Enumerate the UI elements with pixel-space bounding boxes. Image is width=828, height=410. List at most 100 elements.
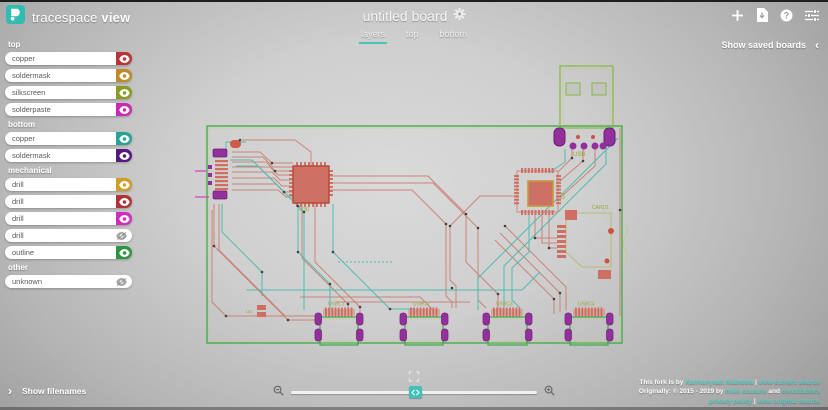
credit-text: Originally: © 2015 - 2019 by bbox=[638, 388, 726, 395]
zoom-controls bbox=[273, 383, 555, 401]
fullscreen-icon[interactable] bbox=[408, 369, 420, 387]
layer-name-pill[interactable]: silkscreen bbox=[5, 86, 116, 99]
usb-c-ports: USBC1 USBC2 bbox=[314, 302, 614, 346]
usb-c-port-4: USBC4 bbox=[564, 302, 614, 346]
tab-bottom[interactable]: bottom bbox=[439, 29, 468, 39]
layer-item-solderpaste: solderpaste bbox=[5, 103, 132, 116]
layer-visibility-eye-icon[interactable] bbox=[116, 132, 132, 145]
svg-text:U30: U30 bbox=[299, 207, 309, 213]
svg-text:USBC1: USBC1 bbox=[328, 302, 345, 308]
credit-link[interactable]: view current source bbox=[758, 378, 820, 386]
zoom-slider-thumb[interactable] bbox=[409, 386, 423, 398]
layer-visibility-eye-icon[interactable] bbox=[116, 212, 132, 225]
credit-text: | bbox=[753, 378, 759, 386]
layer-section-label-mechanical: mechanical bbox=[8, 166, 52, 175]
credit-text: This fork is by bbox=[639, 378, 686, 386]
credit-line: Originally: © 2015 - 2019 by mike cousin… bbox=[639, 387, 820, 397]
layer-visibility-eye-icon[interactable] bbox=[116, 149, 132, 162]
gear-icon[interactable] bbox=[453, 7, 466, 25]
tab-top[interactable]: top bbox=[405, 29, 419, 39]
credit-link[interactable]: privacy policy bbox=[708, 397, 753, 405]
board-title-wrap: untitled board bbox=[363, 7, 466, 25]
credit-link[interactable]: view original source bbox=[757, 397, 821, 405]
new-file-icon[interactable] bbox=[756, 8, 768, 22]
layer-section-label-other: other bbox=[8, 263, 28, 272]
layer-visibility-eye-icon[interactable] bbox=[116, 195, 132, 208]
layer-name-pill[interactable]: drill bbox=[5, 195, 116, 208]
svg-text:USBC4: USBC4 bbox=[578, 302, 595, 308]
layer-item-soldermask: soldermask bbox=[5, 69, 132, 82]
vias bbox=[212, 138, 622, 322]
credit-text: and bbox=[766, 388, 782, 395]
component-u3: U3 bbox=[246, 305, 266, 317]
credit-link[interactable]: contributors bbox=[781, 388, 820, 395]
layer-section-label-bottom: bottom bbox=[8, 120, 36, 129]
layer-section-label-top: top bbox=[8, 40, 21, 49]
layer-name-pill[interactable]: solderpaste bbox=[5, 103, 116, 116]
layer-name-pill[interactable]: drill bbox=[5, 178, 116, 191]
view-tabs: layers top bottom bbox=[358, 27, 469, 44]
magnifier-minus-icon[interactable] bbox=[273, 383, 284, 401]
layer-hidden-eye-off-icon[interactable] bbox=[116, 277, 127, 290]
layer-name-pill[interactable]: copper bbox=[5, 52, 116, 65]
layer-name-pill[interactable]: soldermask bbox=[5, 149, 116, 162]
ic-u30: U30 bbox=[289, 162, 333, 213]
brand[interactable]: tracespace view bbox=[6, 5, 130, 29]
tab-layers[interactable]: layers bbox=[358, 27, 387, 44]
plus-icon[interactable] bbox=[731, 9, 744, 22]
layer-hidden-eye-off-icon[interactable] bbox=[116, 231, 127, 244]
layer-visibility-eye-icon[interactable] bbox=[116, 69, 132, 82]
layer-name-pill[interactable]: copper bbox=[5, 132, 116, 145]
layer-visibility-eye-icon[interactable] bbox=[116, 52, 132, 65]
credit-line: privacy policy | view original source bbox=[639, 397, 820, 407]
credit-link[interactable]: Karmanyaah Malhotra bbox=[685, 378, 754, 386]
magnifier-plus-icon[interactable] bbox=[544, 383, 555, 401]
settings-sliders-icon[interactable] bbox=[805, 8, 819, 22]
svg-text:USB: USB bbox=[573, 152, 585, 158]
help-icon[interactable]: ? bbox=[780, 9, 793, 22]
credit-link[interactable]: mike cousins bbox=[725, 388, 767, 395]
layer-visibility-eye-icon[interactable] bbox=[116, 178, 132, 191]
svg-text:CARD1: CARD1 bbox=[592, 205, 609, 211]
top-border bbox=[0, 0, 828, 2]
left-connector bbox=[208, 140, 241, 200]
layer-name-pill[interactable]: drill bbox=[5, 212, 116, 225]
layer-item-drill: drill bbox=[5, 229, 132, 242]
chevron-right-icon: › bbox=[8, 384, 12, 398]
tracespace-logo-icon bbox=[6, 5, 25, 29]
layer-name-pill[interactable]: outline bbox=[5, 246, 116, 259]
show-filenames-label: Show filenames bbox=[22, 386, 87, 396]
layer-visibility-eye-icon[interactable] bbox=[116, 86, 132, 99]
layer-item-silkscreen: silkscreen bbox=[5, 86, 132, 99]
zoom-slider-track[interactable] bbox=[291, 386, 537, 398]
layer-visibility-eye-icon[interactable] bbox=[116, 246, 132, 259]
layer-item-drill: drill bbox=[5, 178, 132, 191]
layer-sidebar: top copper soldermask silkscreen solderpaste… bbox=[5, 37, 132, 292]
layer-item-drill: drill bbox=[5, 195, 132, 208]
layer-item-copper: copper bbox=[5, 52, 132, 65]
svg-text:USBC2: USBC2 bbox=[413, 302, 430, 308]
pcb-render[interactable]: USB U30 bbox=[193, 55, 635, 357]
layer-item-copper: copper bbox=[5, 132, 132, 145]
bottom-border bbox=[0, 407, 828, 410]
layer-name-pill[interactable]: unknown bbox=[5, 275, 132, 288]
layer-name-pill[interactable]: drill bbox=[5, 229, 132, 242]
board-title: untitled board bbox=[362, 8, 448, 24]
usb-connector: USB bbox=[553, 65, 616, 158]
show-filenames-toggle[interactable]: › Show filenames bbox=[8, 385, 86, 397]
layer-visibility-eye-icon[interactable] bbox=[116, 103, 132, 116]
show-saved-boards[interactable]: Show saved boards ‹ bbox=[721, 39, 819, 51]
credit-text: | bbox=[752, 397, 758, 405]
layer-item-soldermask: soldermask bbox=[5, 149, 132, 162]
layer-name-pill[interactable]: soldermask bbox=[5, 69, 116, 82]
layer-item-outline: outline bbox=[5, 246, 132, 259]
ic-u4: U4 bbox=[514, 168, 567, 215]
svg-text:?: ? bbox=[784, 10, 789, 20]
top-copper-traces bbox=[211, 128, 621, 321]
solderpaste-marks bbox=[195, 170, 209, 198]
bottom-copper-traces bbox=[221, 137, 619, 312]
svg-text:U3: U3 bbox=[246, 309, 252, 314]
layer-item-drill: drill bbox=[5, 212, 132, 225]
svg-text:U4: U4 bbox=[561, 192, 567, 199]
